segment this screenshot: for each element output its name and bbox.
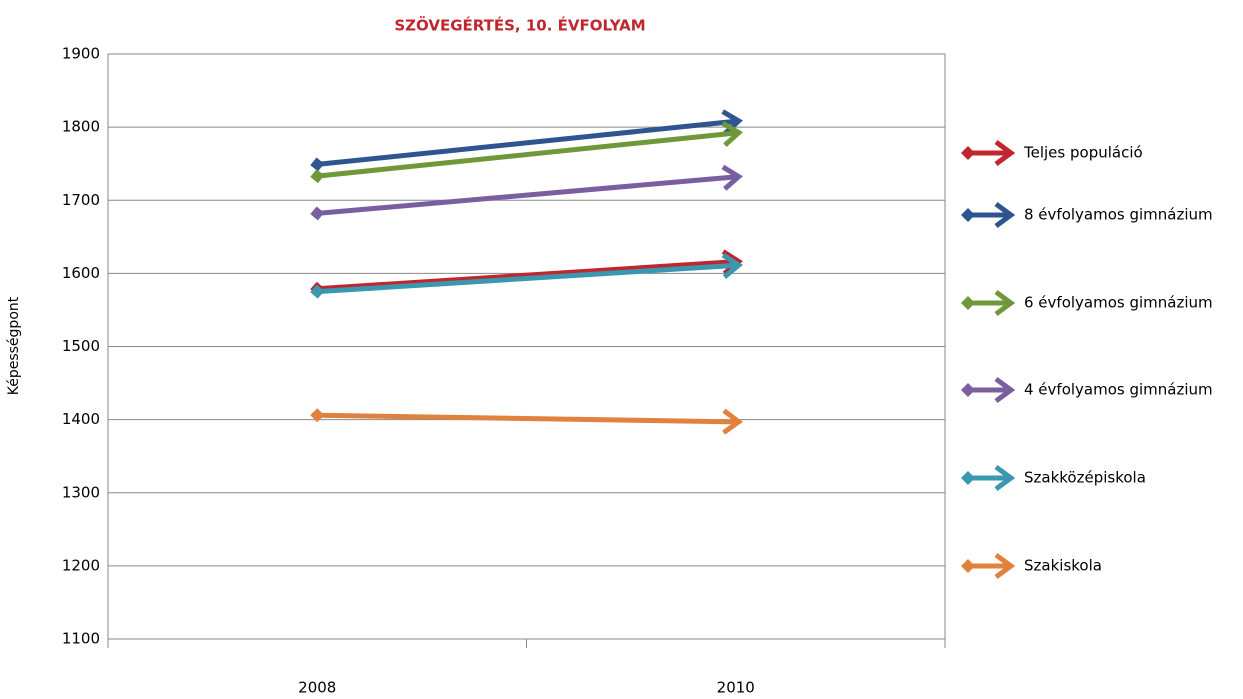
series-line xyxy=(310,109,743,172)
y-tick-label: 1100 xyxy=(62,630,100,648)
legend-label: 6 évfolyamos gimnázium xyxy=(1024,294,1213,312)
y-tick-label: 1800 xyxy=(62,118,100,136)
legend-label: 4 évfolyamos gimnázium xyxy=(1024,381,1213,399)
series-line xyxy=(310,164,743,221)
legend-label: Szakközépiskola xyxy=(1024,469,1146,487)
legend-label: 8 évfolyamos gimnázium xyxy=(1024,206,1213,224)
y-axis-title: Képességpont xyxy=(6,296,22,395)
series-line xyxy=(310,249,743,296)
legend-label: Teljes populáció xyxy=(1023,144,1143,162)
y-tick-label: 1700 xyxy=(62,191,100,209)
legend-label: Szakiskola xyxy=(1024,557,1102,575)
chart-title: SZÖVEGÉRTÉS, 10. ÉVFOLYAM xyxy=(394,16,645,35)
y-tick-label: 1900 xyxy=(62,45,100,63)
x-tick-label: 2008 xyxy=(298,679,336,696)
y-tick-label: 1300 xyxy=(62,483,100,501)
y-tick-label: 1200 xyxy=(62,556,100,574)
series-line xyxy=(310,253,743,299)
series-line xyxy=(310,408,743,435)
series-line xyxy=(310,121,743,184)
y-tick-label: 1400 xyxy=(62,410,100,428)
x-tick-label: 2010 xyxy=(717,679,755,696)
y-tick-label: 1600 xyxy=(62,264,100,282)
y-tick-label: 1500 xyxy=(62,337,100,355)
